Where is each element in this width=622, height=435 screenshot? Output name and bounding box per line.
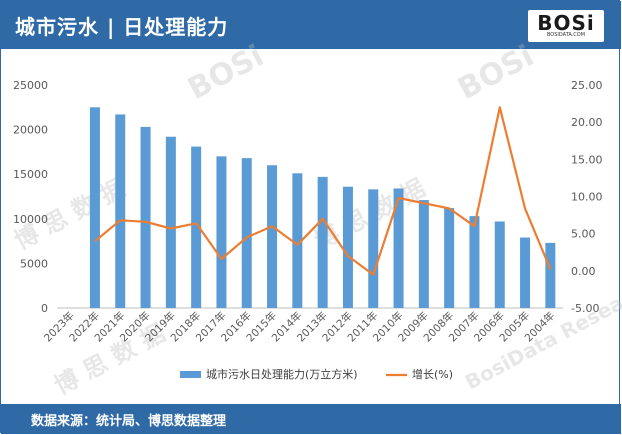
bar: [469, 216, 480, 308]
bar: [292, 173, 303, 308]
legend-label-bar: 城市污水日处理能力(万立方米): [206, 367, 358, 381]
bar: [115, 114, 126, 308]
bar: [444, 208, 455, 308]
y-right-tick-label: 5.00: [571, 228, 596, 241]
footer-bar: 数据来源：统计局、博思数据整理: [1, 404, 621, 434]
data-source: 数据来源：统计局、博思数据整理: [31, 414, 227, 429]
title-bar: 城市污水 | 日处理能力 BOSi BOSIDATA.COM: [1, 1, 621, 49]
logo-subtext: BOSIDATA.COM: [546, 32, 586, 38]
legend-label-line: 增长(%): [412, 367, 453, 381]
y-right-tick-label: 0.00: [571, 265, 596, 278]
legend-swatch-bar: [180, 371, 201, 378]
y-right-tick-label: 25.00: [571, 79, 603, 92]
watermark: BOSi: [182, 38, 269, 107]
bar: [545, 242, 556, 308]
bar: [368, 189, 379, 308]
bar: [191, 146, 202, 308]
y-left-tick-label: 25000: [13, 79, 48, 92]
bar: [393, 188, 404, 308]
y-right-tick-label: 15.00: [571, 153, 603, 166]
bar: [165, 136, 176, 308]
y-right-tick-label: -5.00: [571, 302, 599, 315]
brand-logo: BOSi BOSIDATA.COM: [528, 10, 604, 42]
bar: [418, 200, 429, 308]
line-series: [94, 106, 552, 276]
bar: [241, 158, 252, 308]
bar: [520, 237, 531, 308]
y-left-tick-label: 15000: [13, 168, 48, 181]
bar: [140, 126, 151, 308]
y-left-tick-label: 20000: [13, 124, 48, 137]
bar: [216, 156, 227, 308]
bar: [494, 221, 505, 308]
growth-line: [94, 106, 552, 276]
y-right-tick-label: 10.00: [571, 191, 603, 204]
bar: [267, 165, 278, 308]
y-left-tick-label: 5000: [20, 257, 48, 270]
bar: [342, 186, 353, 308]
y-left-tick-label: 10000: [13, 213, 48, 226]
legend: 城市污水日处理能力(万立方米) 增长(%): [180, 367, 453, 381]
watermark: BOSi: [452, 38, 539, 107]
bar-series: [89, 107, 556, 308]
y-left-tick-label: 0: [41, 302, 48, 315]
page-title: 城市污水 | 日处理能力: [15, 15, 229, 39]
bar: [89, 107, 100, 308]
bar: [317, 176, 328, 308]
logo-text: BOSi: [537, 11, 595, 35]
y-right-tick-label: 20.00: [571, 116, 603, 129]
